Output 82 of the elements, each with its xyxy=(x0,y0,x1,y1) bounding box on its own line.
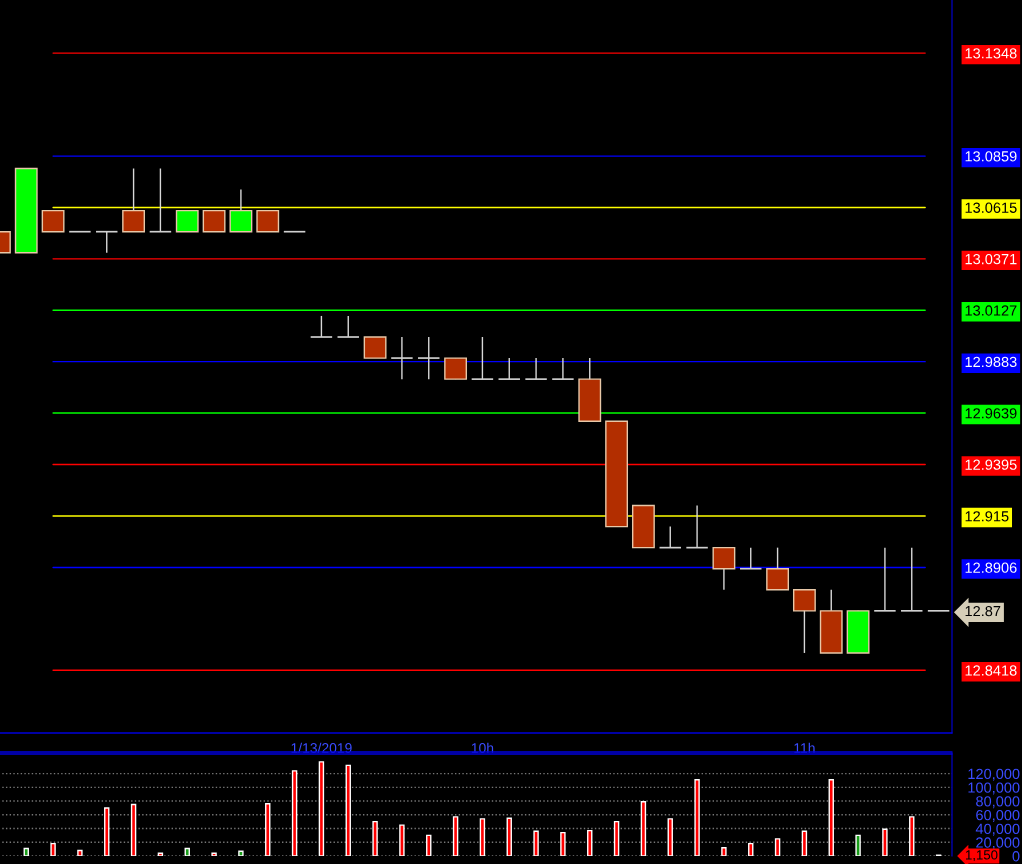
bar xyxy=(640,801,647,856)
bar xyxy=(211,852,217,856)
y-tick-label: 12.8906 xyxy=(965,562,1017,573)
bar xyxy=(855,834,861,856)
bar xyxy=(238,850,244,856)
candlestick xyxy=(122,167,146,233)
candlestick xyxy=(470,336,494,380)
candlestick xyxy=(900,546,924,612)
x-tick-label: 10h xyxy=(471,742,494,753)
y-tick-label: 120,000 xyxy=(968,768,1020,781)
bar xyxy=(426,834,432,856)
y-tick-label: 12.9395 xyxy=(965,459,1017,470)
bar xyxy=(587,829,593,856)
bar xyxy=(828,779,834,856)
bar xyxy=(184,847,190,856)
y-tick-label: 12.9639 xyxy=(965,408,1017,419)
y-tick-label: 12.87 xyxy=(965,605,1001,617)
y-tick-label: 40,000 xyxy=(975,823,1020,836)
y-tick-label: 12.8418 xyxy=(965,665,1017,676)
candlestick xyxy=(175,209,199,233)
candlestick xyxy=(497,357,521,380)
bar xyxy=(801,830,808,856)
bar xyxy=(265,803,271,856)
bar xyxy=(721,847,727,856)
y-tick-label: 13.0127 xyxy=(965,305,1017,316)
bar xyxy=(291,770,298,856)
bar xyxy=(774,838,781,856)
bar xyxy=(345,764,351,856)
x-tick-label: 1/13/2019 xyxy=(291,742,352,753)
candlestick xyxy=(229,188,253,233)
y-tick-label: 20,000 xyxy=(976,837,1020,850)
x-tick-label: 11h xyxy=(794,742,815,753)
y-tick-label: 13.0615 xyxy=(965,202,1017,213)
y-tick-label: 12.9883 xyxy=(965,356,1017,368)
bar xyxy=(130,803,137,856)
bar xyxy=(23,847,29,856)
candlestick xyxy=(202,209,226,233)
y-tick-label: 13.1348 xyxy=(965,48,1017,59)
candlestick xyxy=(363,336,387,359)
bar xyxy=(77,849,83,856)
candlestick xyxy=(739,546,763,570)
candlestick xyxy=(792,589,816,654)
y-tick-label: 100,000 xyxy=(968,782,1020,795)
bar xyxy=(533,830,539,856)
bar xyxy=(399,824,405,856)
candlestick xyxy=(551,357,575,380)
candlestick xyxy=(148,167,172,233)
bar xyxy=(613,820,620,856)
bar xyxy=(506,817,512,856)
bar xyxy=(560,831,566,856)
candlestick xyxy=(417,336,441,380)
bar xyxy=(667,818,673,856)
candlestick xyxy=(256,209,280,233)
bar xyxy=(50,842,56,856)
candlestick xyxy=(685,504,709,549)
bar xyxy=(104,807,110,856)
bar xyxy=(909,816,915,856)
y-tick-label: 13.0371 xyxy=(965,253,1017,265)
bar xyxy=(479,818,486,856)
candlestick xyxy=(390,336,414,380)
candlestick xyxy=(95,230,119,254)
candlestick xyxy=(444,357,468,380)
bar xyxy=(748,842,754,856)
candlestick xyxy=(336,315,360,338)
candlestick xyxy=(873,546,897,612)
candlestick xyxy=(658,525,682,549)
bar xyxy=(882,828,888,856)
candlestick xyxy=(524,357,548,380)
bar xyxy=(694,779,700,856)
text: 1,150 xyxy=(965,850,998,862)
y-tick-label: 13.0859 xyxy=(965,151,1017,162)
y-tick-label: 60,000 xyxy=(976,809,1020,822)
bar xyxy=(452,816,459,856)
y-tick-label: 0 xyxy=(1012,851,1020,862)
bar xyxy=(372,820,378,856)
candlestick xyxy=(712,546,736,591)
candlestick xyxy=(41,209,65,233)
bar xyxy=(318,761,325,856)
candlestick xyxy=(766,546,790,591)
y-tick-label: 80,000 xyxy=(976,796,1020,809)
y-tick-label: 12.915 xyxy=(965,511,1009,522)
candlestick xyxy=(309,315,333,338)
